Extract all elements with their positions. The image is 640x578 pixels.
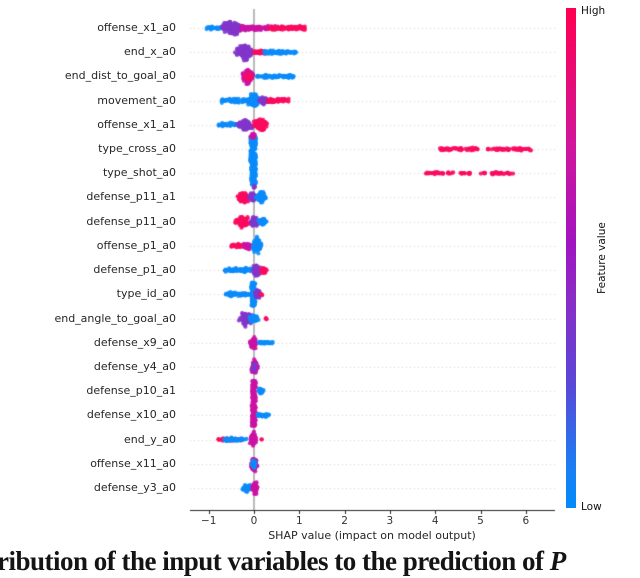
feature-label: end_angle_to_goal_a0 (54, 311, 176, 325)
x-tick-label: 5 (477, 515, 484, 527)
x-tick-label: 1 (295, 515, 303, 527)
x-tick-label: 3 (386, 515, 394, 527)
feature-label: offense_x1_a0 (97, 21, 176, 35)
x-axis-label: SHAP value (impact on model output) (268, 529, 476, 542)
feature-value-colorbar (566, 8, 576, 508)
feature-label: offense_x1_a1 (97, 117, 176, 131)
colorbar-low-label: Low (581, 501, 602, 513)
caption-text: ribution of the input variables to the p… (0, 546, 550, 576)
feature-label: defense_p10_a1 (86, 384, 176, 398)
feature-label: defense_p11_a1 (86, 190, 176, 204)
feature-label: end_dist_to_goal_a0 (64, 69, 176, 83)
feature-label: end_x_a0 (124, 45, 176, 59)
feature-label: defense_x10_a0 (86, 408, 176, 422)
feature-label: defense_p11_a0 (86, 214, 176, 228)
colorbar-title: Feature value (595, 222, 608, 294)
figure-caption: ribution of the input variables to the p… (0, 546, 640, 578)
feature-label: defense_y4_a0 (93, 359, 176, 373)
feature-label: type_shot_a0 (102, 166, 176, 180)
x-tick-label: 4 (431, 515, 439, 527)
feature-label: end_y_a0 (124, 432, 176, 446)
caption-variable-symbol: P (549, 546, 567, 576)
x-tick-label: 2 (341, 515, 348, 527)
feature-label: offense_x11_a0 (90, 456, 176, 470)
feature-label: movement_a0 (97, 93, 176, 107)
colorbar-high-label: High (581, 5, 606, 17)
feature-label: defense_p1_a0 (93, 263, 176, 277)
feature-label: defense_y3_a0 (93, 481, 176, 495)
feature-label: defense_x9_a0 (93, 335, 176, 349)
x-tick-label: −1 (200, 515, 217, 527)
x-tick-label: 6 (522, 515, 530, 527)
feature-label: type_id_a0 (116, 287, 176, 301)
feature-label: type_cross_a0 (98, 142, 176, 156)
x-tick-label: 0 (250, 515, 258, 527)
feature-label: offense_p1_a0 (96, 238, 176, 252)
